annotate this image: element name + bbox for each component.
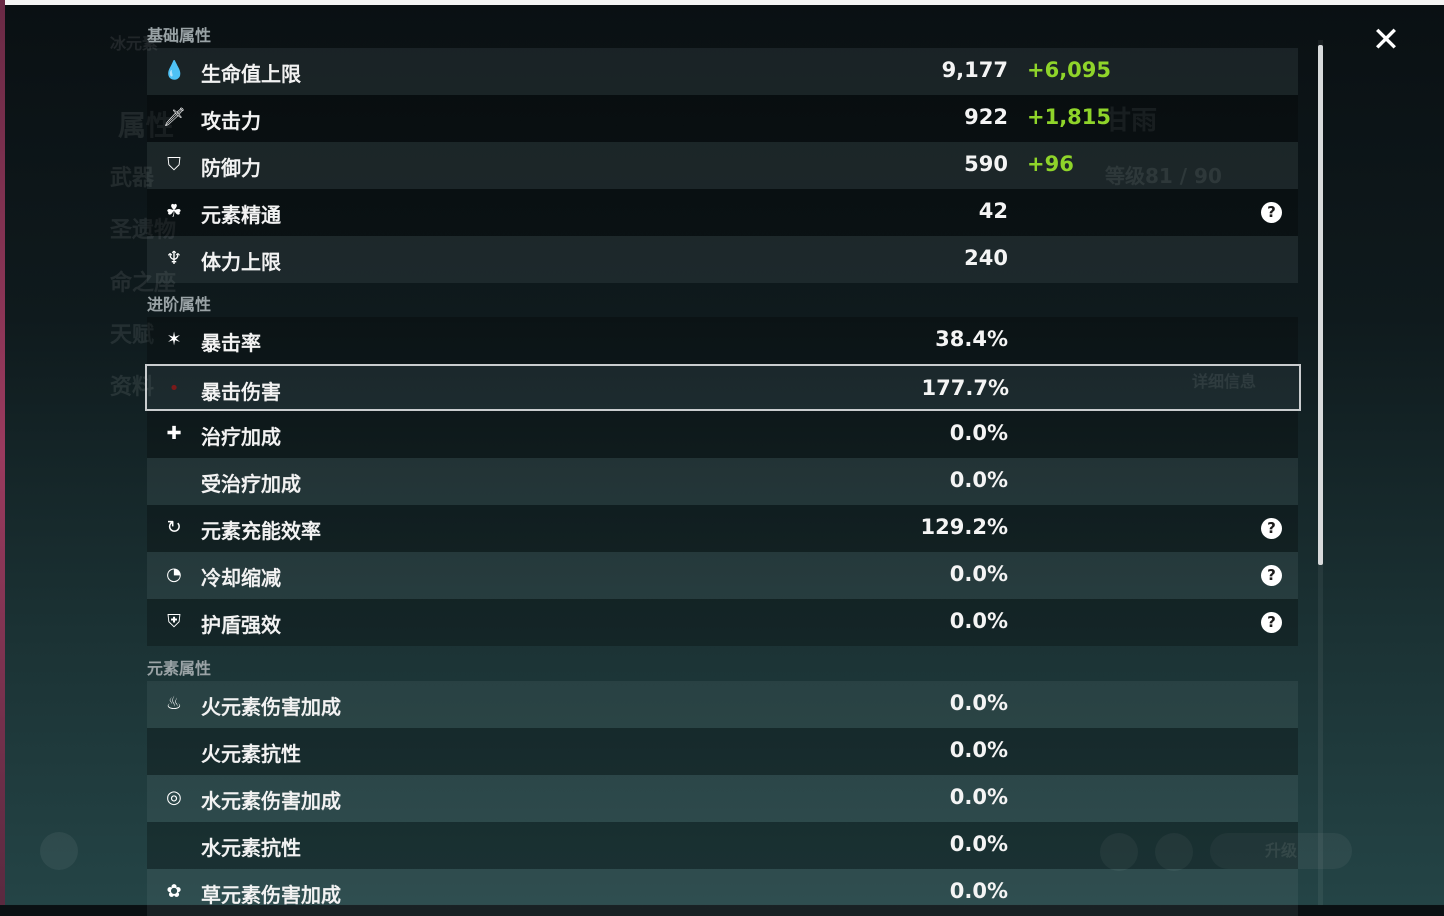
stat-row[interactable]: ↻ 元素充能效率 129.2%? — [147, 505, 1298, 552]
bg-nav-weapon[interactable]: 武器 — [110, 166, 155, 191]
stat-row[interactable]: ⛉ 防御力 590 +96 — [147, 142, 1298, 189]
stat-value: 590 — [964, 152, 1008, 176]
stat-row[interactable]: 水元素抗性 0.0% — [147, 822, 1298, 869]
elemental-mastery-icon: ☘ — [165, 201, 183, 222]
stat-row[interactable]: ✶ 暴击率 38.4% — [147, 317, 1298, 364]
stat-bonus: +96 — [1027, 152, 1074, 176]
bg-nav-constellation[interactable]: 命之座 — [110, 271, 177, 296]
stat-row[interactable]: ⛨ 护盾强效 0.0%? — [147, 599, 1298, 646]
window-left-edge — [0, 0, 5, 905]
stat-value: 9,177 — [941, 58, 1008, 82]
window-top-bar — [0, 0, 1444, 5]
stat-label: 护盾强效 — [201, 613, 281, 637]
stat-label: 水元素抗性 — [201, 836, 301, 860]
bg-upgrade-button[interactable]: 升级 — [1210, 833, 1352, 869]
stat-value: 0.0% — [949, 691, 1008, 715]
section-title: 基础属性 — [147, 26, 212, 45]
stat-bonus: +1,815 — [1027, 105, 1112, 129]
bg-level: 等级81 / 90 — [1105, 164, 1222, 188]
crit-rate-icon: ✶ — [166, 329, 182, 350]
stat-row[interactable]: 💧 生命值上限 9,177 +6,095 — [147, 48, 1298, 95]
stat-row[interactable]: ✿ 草元素伤害加成 0.0% — [147, 869, 1298, 916]
stat-label: 元素充能效率 — [201, 519, 321, 543]
hp-drop-icon: 💧 — [163, 60, 186, 81]
stat-label: 元素精通 — [201, 203, 281, 227]
bg-nav-attributes[interactable]: 属性 — [118, 109, 175, 142]
bg-outfit-button[interactable] — [1155, 833, 1193, 871]
bg-swap-button[interactable] — [1100, 833, 1138, 871]
healing-cross-icon: ✚ — [166, 423, 182, 444]
help-question-icon[interactable]: ? — [1261, 518, 1282, 539]
bg-nav-artifacts[interactable]: 圣遗物 — [110, 218, 177, 243]
stat-row[interactable]: ☘ 元素精通 42? — [147, 189, 1298, 236]
menu-grid-button[interactable] — [40, 832, 78, 870]
stat-value: 240 — [964, 246, 1008, 270]
stat-row[interactable]: ✚ 治疗加成 0.0% — [147, 411, 1298, 458]
stat-value: 0.0% — [949, 785, 1008, 809]
section-title: 进阶属性 — [147, 295, 212, 314]
stat-value: 922 — [964, 105, 1008, 129]
hydro-icon: ◎ — [166, 787, 182, 808]
stat-label: 暴击伤害 — [201, 380, 281, 404]
energy-recharge-icon: ↻ — [166, 517, 182, 538]
stat-label: 草元素伤害加成 — [201, 883, 341, 907]
stat-row[interactable]: 受治疗加成 0.0% — [147, 458, 1298, 505]
pyro-icon: ♨ — [165, 693, 183, 714]
stat-value: 0.0% — [949, 562, 1008, 586]
stat-label: 冷却缩减 — [201, 566, 281, 590]
stat-value: 0.0% — [949, 832, 1008, 856]
help-question-icon[interactable]: ? — [1261, 612, 1282, 633]
section-title: 元素属性 — [147, 659, 212, 678]
stat-row[interactable]: • 暴击伤害 177.7% — [145, 364, 1301, 411]
bg-detail-button[interactable]: 详细信息 — [1192, 372, 1257, 391]
scrollbar-thumb[interactable] — [1318, 45, 1323, 565]
stat-row[interactable]: ◎ 水元素伤害加成 0.0% — [147, 775, 1298, 822]
stat-row[interactable]: ◔ 冷却缩减 0.0%? — [147, 552, 1298, 599]
attack-sword-icon: 🗡 — [163, 107, 186, 128]
stat-label: 攻击力 — [201, 109, 261, 133]
defense-shield-icon: ⛉ — [167, 154, 181, 175]
stat-value: 0.0% — [949, 609, 1008, 633]
stamina-icon: ♆ — [165, 248, 183, 269]
stat-label: 体力上限 — [201, 250, 281, 274]
stat-value: 0.0% — [949, 738, 1008, 762]
bg-character-name: 甘雨 — [1105, 106, 1158, 136]
close-x-icon[interactable]: ✕ — [1371, 20, 1401, 60]
stat-label: 受治疗加成 — [201, 472, 301, 496]
stat-value: 0.0% — [949, 421, 1008, 445]
stat-label: 暴击率 — [201, 331, 261, 355]
stat-row[interactable]: ♆ 体力上限 240 — [147, 236, 1298, 283]
stat-value: 129.2% — [920, 515, 1008, 539]
bg-element-label: 冰元素 — [110, 34, 159, 53]
stat-label: 治疗加成 — [201, 425, 281, 449]
stat-value: 42 — [978, 199, 1008, 223]
bg-nav-talents[interactable]: 天赋 — [110, 323, 155, 348]
stat-value: 177.7% — [921, 376, 1009, 400]
stat-label: 生命值上限 — [201, 62, 301, 86]
help-question-icon[interactable]: ? — [1261, 202, 1282, 223]
stat-label: 火元素抗性 — [201, 742, 301, 766]
dendro-icon: ✿ — [166, 881, 182, 902]
stat-value: 0.0% — [949, 879, 1008, 903]
stat-row[interactable]: 🗡 攻击力 922 +1,815 — [147, 95, 1298, 142]
stat-label: 火元素伤害加成 — [201, 695, 341, 719]
stat-row[interactable]: 火元素抗性 0.0% — [147, 728, 1298, 775]
stat-value: 38.4% — [935, 327, 1008, 351]
stat-bonus: +6,095 — [1027, 58, 1112, 82]
help-question-icon[interactable]: ? — [1261, 565, 1282, 586]
stat-label: 水元素伤害加成 — [201, 789, 341, 813]
crit-damage-icon: • — [168, 378, 180, 399]
stat-label: 防御力 — [201, 156, 261, 180]
shield-strength-icon: ⛨ — [167, 611, 181, 632]
cooldown-icon: ◔ — [166, 564, 182, 585]
stat-row[interactable]: ♨ 火元素伤害加成 0.0% — [147, 681, 1298, 728]
stat-value: 0.0% — [949, 468, 1008, 492]
